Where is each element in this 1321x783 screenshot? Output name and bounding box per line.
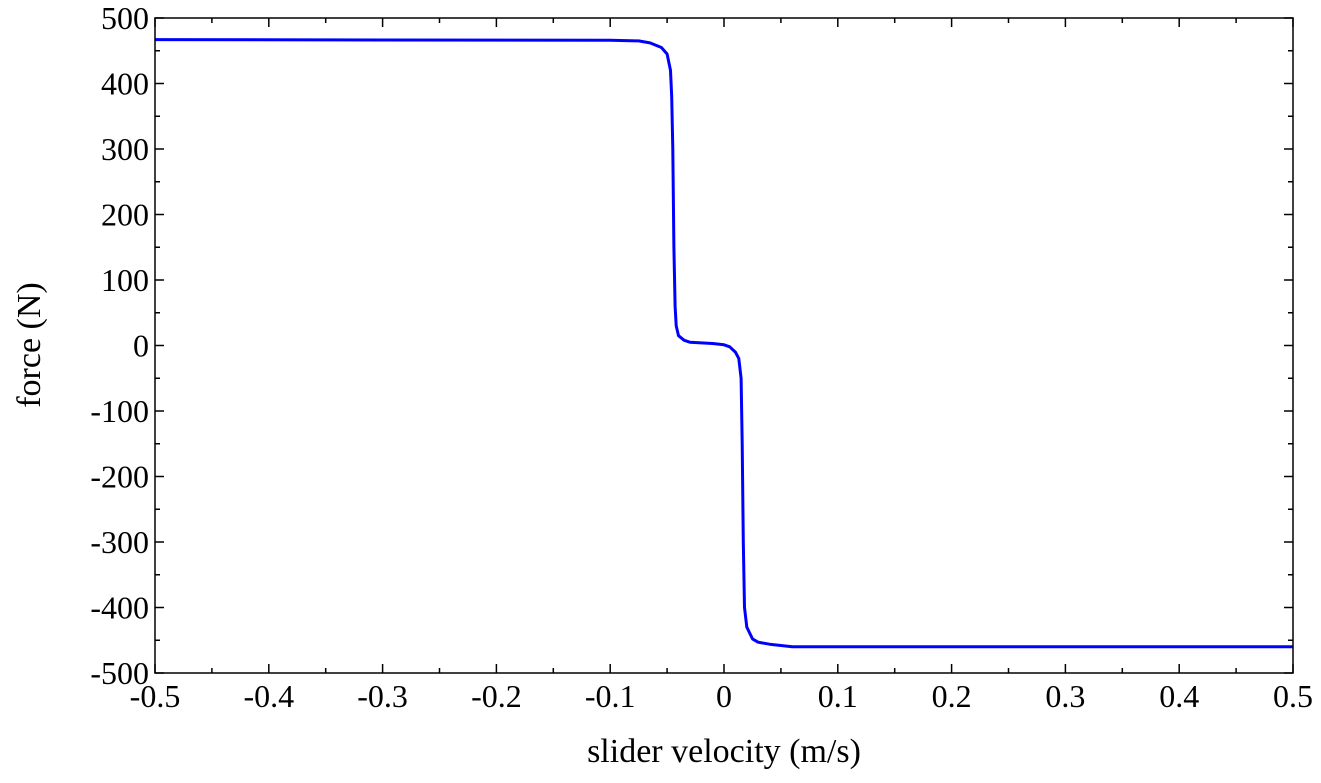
x-axis-label: slider velocity (m/s) [587,733,861,770]
plot-frame [154,17,1294,674]
y-tick-label: 200 [101,197,149,233]
series-line-force [154,38,1293,649]
x-tick-label: -0.4 [243,678,294,714]
y-tick-label: -100 [90,393,149,429]
x-tick-label: -0.1 [585,678,636,714]
y-tick-label: 300 [101,131,149,167]
y-axis-label: force (N) [11,282,48,408]
y-tick-label: -200 [90,459,149,495]
y-tick-label: -400 [90,590,149,626]
y-tick-label: 400 [101,66,149,102]
x-tick-label: 0.2 [932,678,972,714]
y-tick-label: -300 [90,524,149,560]
x-tick-label: 0.3 [1045,678,1085,714]
x-tick-label: -0.2 [471,678,522,714]
x-tick-label: 0.4 [1159,678,1199,714]
y-tick-labels: 500 400 300 200 100 0 -100 -200 -300 -400 -500 [90,0,149,691]
x-tick-label: 0 [716,678,732,714]
y-tick-label: 100 [101,262,149,298]
x-tick-label: 0.5 [1273,678,1313,714]
x-tick-label: -0.5 [130,678,181,714]
series-lines [154,38,1293,649]
x-tick-label: -0.3 [357,678,408,714]
x-tick-label: 0.1 [818,678,858,714]
y-tick-label: 500 [101,0,149,36]
x-tick-labels: -0.5 -0.4 -0.3 -0.2 -0.1 0 0.1 0.2 0.3 0.4 0.5 [130,678,1313,714]
y-tick-label: 0 [133,328,149,364]
y-tick-label: -500 [90,655,149,691]
